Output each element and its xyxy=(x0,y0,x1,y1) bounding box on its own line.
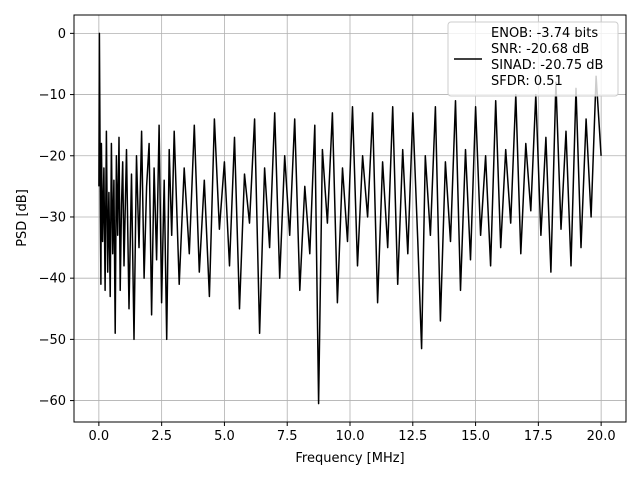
x-tick-label: 10.0 xyxy=(336,429,365,444)
legend-entry: SFDR: 0.51 xyxy=(491,74,563,89)
y-tick-label: 0 xyxy=(58,27,66,42)
y-axis-label: PSD [dB] xyxy=(15,189,30,247)
x-tick-label: 2.5 xyxy=(151,429,172,444)
legend-entry: SINAD: -20.75 dB xyxy=(491,58,603,73)
x-tick-label: 12.5 xyxy=(398,429,427,444)
y-tick-label: −60 xyxy=(39,394,66,409)
legend-entry: SNR: -20.68 dB xyxy=(491,42,589,57)
series-layer xyxy=(98,32,602,405)
y-tick-label: −10 xyxy=(39,88,66,103)
y-tick-label: −50 xyxy=(39,333,66,348)
y-tick-label: −30 xyxy=(39,210,66,225)
y-tick-label: −20 xyxy=(39,149,66,164)
psd-series-line xyxy=(98,32,602,405)
legend-box xyxy=(447,21,619,97)
x-tick-label: 7.5 xyxy=(277,429,298,444)
y-axis-ticks: 0 −10 −20 −30 −40 −50 −60 xyxy=(39,27,74,409)
x-tick-label: 0.0 xyxy=(89,429,110,444)
x-tick-label: 5.0 xyxy=(214,429,235,444)
x-axis-ticks: 0.0 2.5 5.0 7.5 10.0 12.5 15.0 17.5 20.0 xyxy=(89,422,616,444)
x-tick-label: 15.0 xyxy=(461,429,490,444)
y-tick-label: −40 xyxy=(39,272,66,287)
x-tick-label: 17.5 xyxy=(524,429,553,444)
x-tick-label: 20.0 xyxy=(587,429,616,444)
x-axis-label: Frequency [MHz] xyxy=(295,451,404,466)
legend-entry: ENOB: -3.74 bits xyxy=(491,26,598,41)
